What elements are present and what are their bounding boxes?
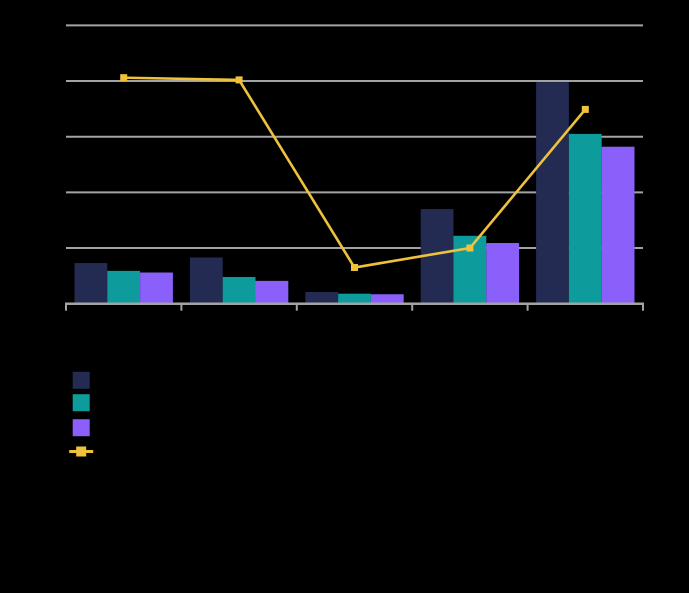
bar-teal-group1 [107, 270, 141, 304]
bar-purple-group3 [370, 294, 404, 304]
trend-marker-group5 [581, 105, 589, 113]
trend-line [123, 76, 587, 269]
bar-navy-group5 [536, 82, 569, 304]
bar-navy-group2 [189, 257, 223, 304]
bar-purple-group2 [255, 280, 289, 304]
bar-teal-group3 [338, 293, 371, 304]
legend-swatch-purple [72, 419, 90, 437]
bar-purple-group4 [486, 243, 520, 304]
bar-navy-group3 [305, 292, 339, 304]
bar-navy-group1 [74, 263, 108, 304]
legend-swatch-teal [72, 394, 90, 412]
legend-swatch-navy [72, 371, 90, 389]
trend-marker-group4 [466, 244, 474, 252]
trend-marker-group1 [120, 74, 128, 82]
bar-purple-group5 [601, 146, 635, 304]
trend-marker-group2 [235, 76, 243, 84]
bar-teal-group2 [222, 276, 256, 304]
trend-marker-group3 [351, 264, 358, 272]
legend-line-marker [76, 446, 87, 457]
bar-teal-group5 [568, 133, 602, 304]
bar-purple-group1 [140, 272, 173, 304]
